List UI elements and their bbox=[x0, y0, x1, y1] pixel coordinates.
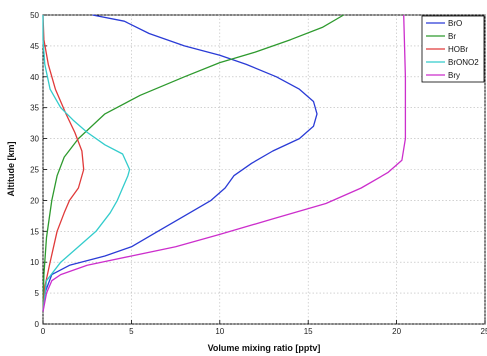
legend-label-bro: BrO bbox=[448, 19, 462, 28]
series-line-bry bbox=[42, 14, 407, 312]
x-tick-label: 0 bbox=[41, 327, 46, 336]
y-axis-label: Altitude [km] bbox=[6, 141, 16, 196]
x-tick-label: 10 bbox=[215, 327, 224, 336]
y-tick-label: 10 bbox=[30, 258, 39, 267]
y-tick-label: 0 bbox=[35, 320, 40, 329]
y-tick-label: 25 bbox=[30, 166, 39, 175]
legend-label-hobr: HOBr bbox=[448, 45, 468, 54]
x-tick-label: 20 bbox=[392, 327, 401, 336]
y-tick-label: 5 bbox=[35, 289, 40, 298]
legend-label-br: Br bbox=[448, 32, 456, 41]
x-tick-label: 5 bbox=[129, 327, 134, 336]
y-tick-label: 15 bbox=[30, 227, 39, 236]
x-tick-label: 25 bbox=[481, 327, 487, 336]
series-line-bro bbox=[42, 14, 318, 312]
x-axis-label: Volume mixing ratio [pptv] bbox=[208, 343, 321, 353]
legend-label-brono2: BrONO2 bbox=[448, 58, 479, 67]
x-tick-label: 15 bbox=[304, 327, 313, 336]
axis-ticks: 0 5 10 15 20 25 0 5 10 15 20 25 30 35 40 45 50 bbox=[30, 11, 487, 336]
y-tick-label: 50 bbox=[30, 11, 39, 20]
y-tick-label: 45 bbox=[30, 42, 39, 51]
series-line-hobr bbox=[42, 14, 85, 312]
series-line-br bbox=[42, 14, 344, 312]
y-tick-label: 20 bbox=[30, 196, 39, 205]
legend-label-bry: Bry bbox=[448, 71, 460, 80]
series-line-brono2 bbox=[42, 15, 131, 312]
y-tick-label: 35 bbox=[30, 104, 39, 113]
series-group bbox=[42, 14, 407, 312]
y-tick-label: 40 bbox=[30, 73, 39, 82]
y-tick-label: 30 bbox=[30, 135, 39, 144]
legend: BrO Br HOBr BrONO2 Bry bbox=[421, 15, 485, 83]
